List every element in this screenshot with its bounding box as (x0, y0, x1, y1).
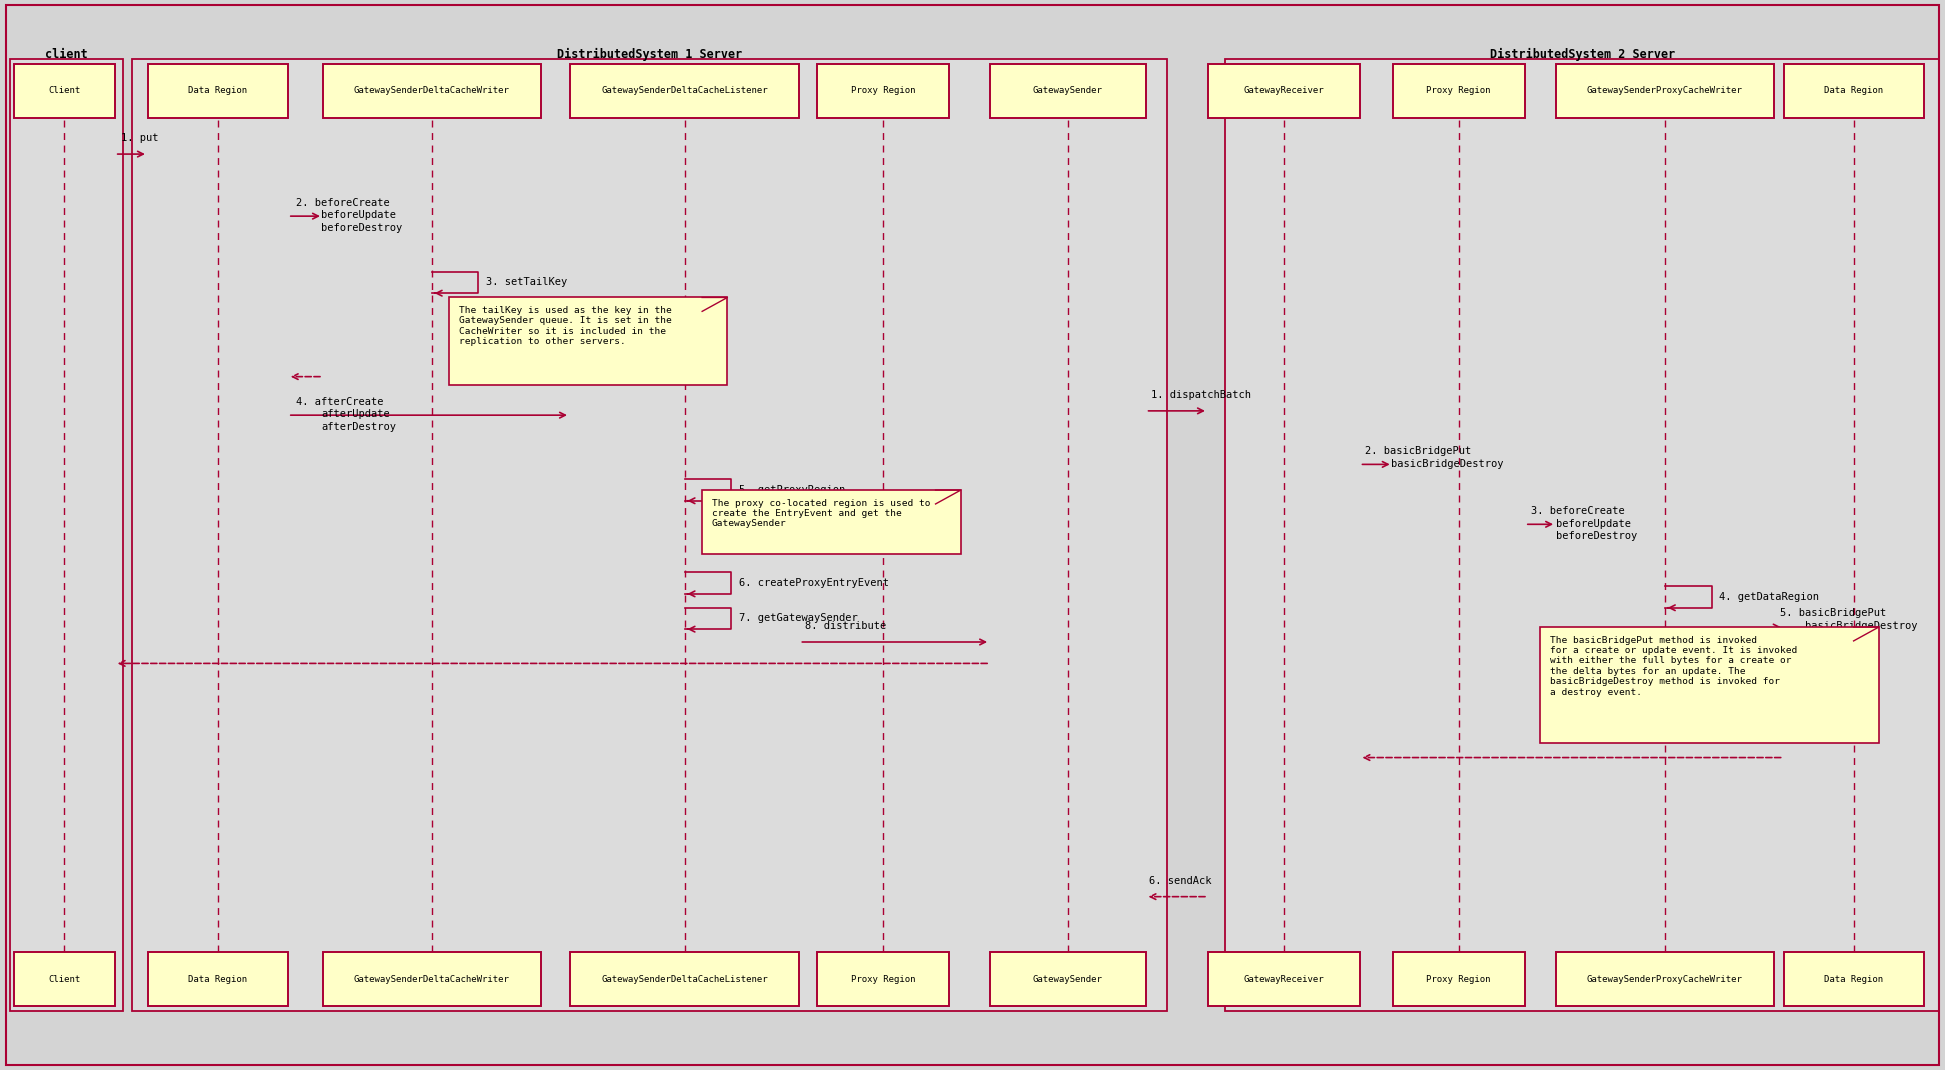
Bar (1556, 64, 1774, 118)
Text: 4. afterCreate: 4. afterCreate (296, 397, 383, 407)
Bar (1208, 952, 1360, 1006)
Bar (323, 64, 541, 118)
Text: DistributedSystem 2 Server: DistributedSystem 2 Server (1490, 48, 1675, 61)
Text: GatewaySenderDeltaCacheWriter: GatewaySenderDeltaCacheWriter (354, 87, 510, 95)
Text: GatewaySenderProxyCacheWriter: GatewaySenderProxyCacheWriter (1587, 87, 1743, 95)
Bar (14, 952, 115, 1006)
Text: Data Region: Data Region (189, 975, 247, 983)
Text: GatewaySender: GatewaySender (1033, 87, 1103, 95)
Text: Proxy Region: Proxy Region (850, 975, 916, 983)
Text: 2. basicBridgePut: 2. basicBridgePut (1365, 446, 1472, 456)
Bar (1784, 952, 1924, 1006)
Text: GatewayReceiver: GatewayReceiver (1243, 975, 1325, 983)
Bar (1393, 952, 1525, 1006)
Bar (1784, 64, 1924, 118)
Text: 1. put: 1. put (121, 134, 158, 143)
Text: client: client (45, 48, 88, 61)
Bar (817, 952, 949, 1006)
Text: 6. sendAck: 6. sendAck (1149, 876, 1212, 886)
Text: Client: Client (49, 87, 80, 95)
Text: GatewaySenderDeltaCacheWriter: GatewaySenderDeltaCacheWriter (354, 975, 510, 983)
Bar (148, 952, 288, 1006)
Text: 3. setTailKey: 3. setTailKey (486, 277, 568, 288)
Bar (570, 64, 799, 118)
Text: Proxy Region: Proxy Region (850, 87, 916, 95)
Bar (449, 297, 727, 385)
Text: 3. beforeCreate: 3. beforeCreate (1531, 506, 1624, 516)
Text: Data Region: Data Region (189, 87, 247, 95)
Text: 6. createProxyEntryEvent: 6. createProxyEntryEvent (739, 578, 889, 589)
Bar (817, 64, 949, 118)
Text: DistributedSystem 1 Server: DistributedSystem 1 Server (556, 48, 743, 61)
Text: GatewaySenderDeltaCacheListener: GatewaySenderDeltaCacheListener (601, 975, 768, 983)
Text: afterUpdate: afterUpdate (321, 410, 389, 419)
Text: The tailKey is used as the key in the
GatewaySender queue. It is set in the
Cach: The tailKey is used as the key in the Ga… (459, 306, 671, 347)
Text: 5. getProxyRegion: 5. getProxyRegion (739, 485, 846, 495)
Bar (570, 952, 799, 1006)
Bar (1225, 59, 1939, 1011)
Text: GatewaySender: GatewaySender (1033, 975, 1103, 983)
Bar (148, 64, 288, 118)
Text: GatewaySenderDeltaCacheListener: GatewaySenderDeltaCacheListener (601, 87, 768, 95)
Text: GatewayReceiver: GatewayReceiver (1243, 87, 1325, 95)
Text: 4. getDataRegion: 4. getDataRegion (1719, 592, 1819, 602)
Text: Data Region: Data Region (1824, 87, 1883, 95)
Text: basicBridgeDestroy: basicBridgeDestroy (1805, 622, 1918, 631)
Bar (990, 64, 1146, 118)
Bar (132, 59, 1167, 1011)
Bar (1540, 627, 1879, 743)
Text: 5. basicBridgePut: 5. basicBridgePut (1780, 609, 1887, 618)
Text: Client: Client (49, 975, 80, 983)
Text: beforeUpdate: beforeUpdate (321, 211, 397, 220)
Bar (14, 64, 115, 118)
Bar (1208, 64, 1360, 118)
Bar (323, 952, 541, 1006)
Text: basicBridgeDestroy: basicBridgeDestroy (1391, 459, 1503, 469)
Text: 8. distribute: 8. distribute (805, 622, 887, 631)
Text: 7. getGatewaySender: 7. getGatewaySender (739, 613, 858, 624)
Bar (702, 490, 961, 554)
Bar (1556, 952, 1774, 1006)
Bar (1393, 64, 1525, 118)
Text: Proxy Region: Proxy Region (1426, 975, 1492, 983)
Text: beforeDestroy: beforeDestroy (1556, 532, 1638, 541)
Text: GatewaySenderProxyCacheWriter: GatewaySenderProxyCacheWriter (1587, 975, 1743, 983)
Text: Proxy Region: Proxy Region (1426, 87, 1492, 95)
Text: The basicBridgePut method is invoked
for a create or update event. It is invoked: The basicBridgePut method is invoked for… (1550, 636, 1797, 697)
Bar (990, 952, 1146, 1006)
Text: afterDestroy: afterDestroy (321, 423, 397, 432)
Text: 1. dispatchBatch: 1. dispatchBatch (1151, 391, 1251, 400)
Text: Data Region: Data Region (1824, 975, 1883, 983)
Text: The proxy co-located region is used to
create the EntryEvent and get the
Gateway: The proxy co-located region is used to c… (712, 499, 930, 529)
Text: 2. beforeCreate: 2. beforeCreate (296, 198, 389, 208)
Bar (10, 59, 123, 1011)
Text: beforeUpdate: beforeUpdate (1556, 519, 1632, 529)
Text: beforeDestroy: beforeDestroy (321, 224, 403, 233)
